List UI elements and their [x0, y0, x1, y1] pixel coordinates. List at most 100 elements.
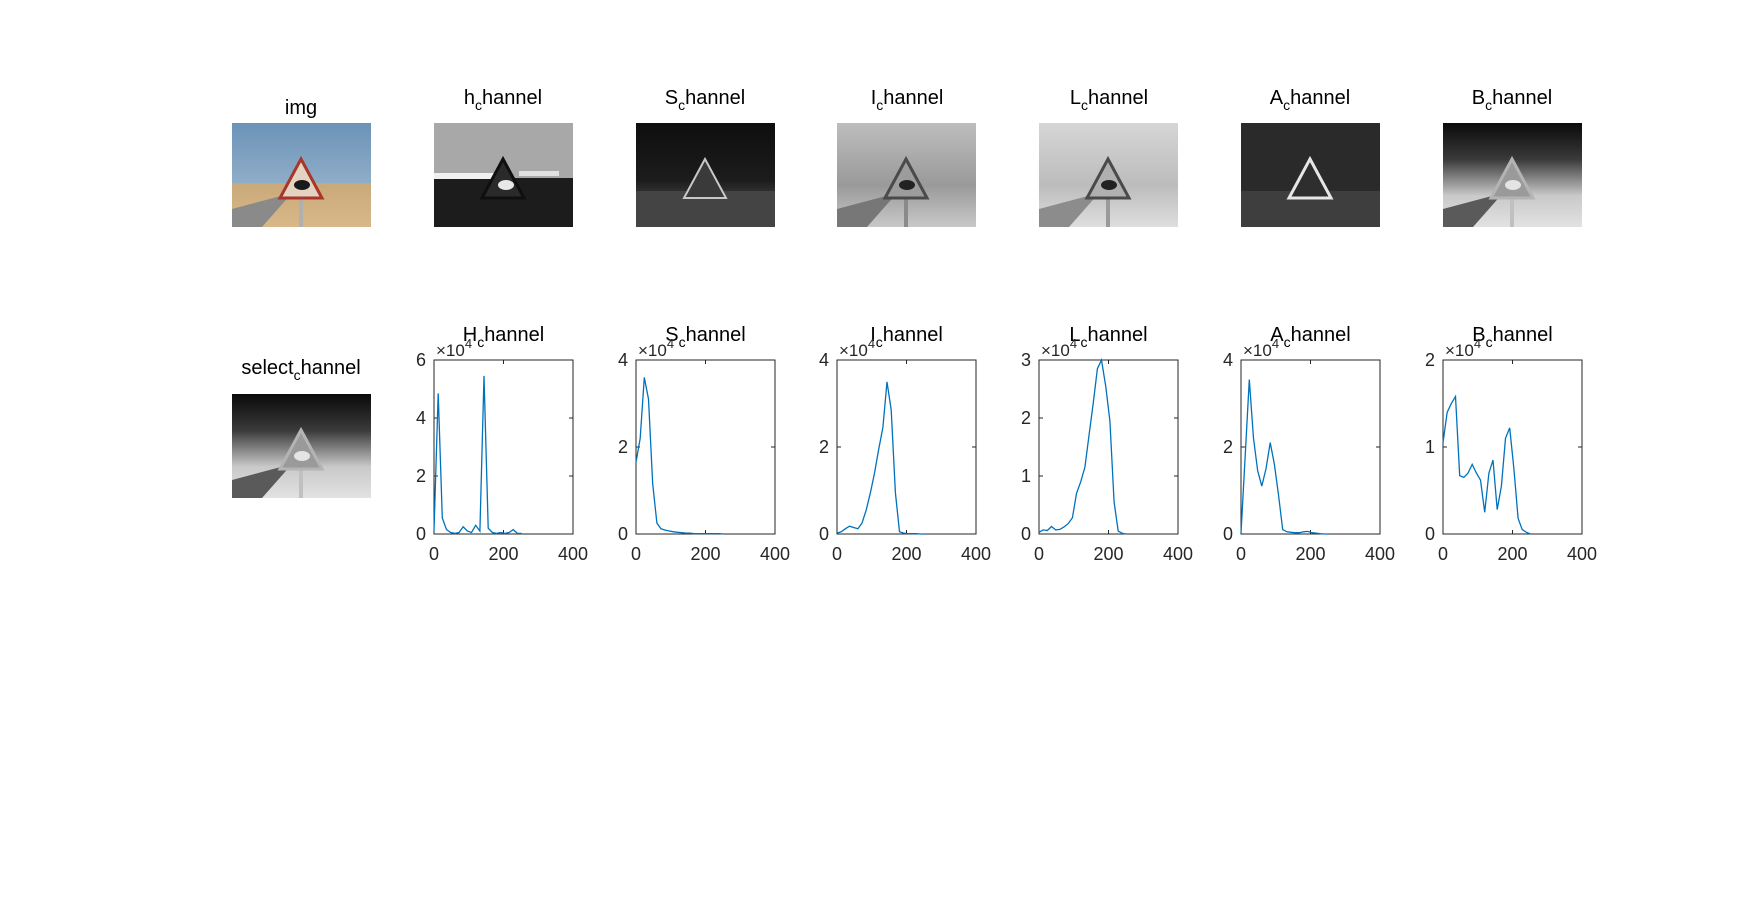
data-point: [1261, 486, 1262, 487]
multiplier-base: ×10: [1243, 341, 1272, 360]
data-point: [1455, 396, 1456, 397]
data-point: [1278, 494, 1279, 495]
data-point: [1038, 532, 1039, 533]
data-point: [1290, 532, 1291, 533]
data-point: [1076, 493, 1077, 494]
multiplier-exponent: 4: [667, 336, 674, 351]
chart-title: Schannel: [665, 324, 745, 350]
data-point: [1488, 473, 1489, 474]
y-axis-multiplier: ×104: [1445, 336, 1481, 360]
y-tick-label: 0: [819, 524, 829, 544]
x-tick-label: 200: [690, 544, 720, 564]
data-point: [1286, 531, 1287, 532]
image-panel-s-channel: Schannel: [636, 87, 775, 227]
y-tick-label: 6: [416, 350, 426, 370]
chart-title-base: A: [1270, 324, 1284, 346]
chart-title: Lchannel: [1069, 324, 1147, 350]
data-point: [1522, 529, 1523, 530]
data-point: [886, 381, 887, 382]
data-point: [475, 525, 476, 526]
data-point: [1501, 486, 1502, 487]
plot-area: [433, 359, 574, 535]
data-point: [694, 533, 695, 534]
data-point: [1526, 532, 1527, 533]
image-panel-i-channel: Ichannel: [837, 87, 976, 227]
chart-title-subscript: c: [876, 334, 883, 350]
histogram-b-channel: Bchannel 0 1 2 0 200 400 ×104: [1425, 324, 1597, 564]
image-panel-a-channel: Achannel: [1241, 87, 1380, 227]
data-point: [640, 438, 641, 439]
data-point: [1080, 481, 1081, 482]
data-point: [1265, 468, 1266, 469]
data-point: [433, 531, 434, 532]
image-panels: img hchannel Schannel: [232, 87, 1582, 498]
data-point: [669, 530, 670, 531]
data-point: [1530, 533, 1531, 534]
data-point: [1442, 442, 1443, 443]
chart-title-rest: hannel: [883, 324, 943, 346]
x-tick-label: 0: [832, 544, 842, 564]
histogram-line: [836, 381, 925, 535]
data-point: [458, 532, 459, 533]
multiplier-exponent: 4: [465, 336, 472, 351]
data-point: [1105, 386, 1106, 387]
data-point: [1097, 368, 1098, 369]
image-title-h-channel: hchannel: [464, 87, 542, 113]
data-point: [1303, 531, 1304, 532]
data-point: [853, 527, 854, 528]
data-point: [899, 531, 900, 532]
data-point: [1084, 467, 1085, 468]
data-point: [1047, 530, 1048, 531]
x-tick-label: 0: [631, 544, 641, 564]
x-tick-label: 0: [1236, 544, 1246, 564]
y-tick-label: 2: [819, 437, 829, 457]
y-tick-label: 0: [416, 524, 426, 544]
data-point: [841, 531, 842, 532]
histogram-line: [635, 377, 724, 535]
chart-title: Ichannel: [870, 324, 943, 350]
data-point: [656, 523, 657, 524]
y-tick-label: 2: [416, 466, 426, 486]
intensity-channel-image-icon: [837, 123, 976, 227]
data-point: [438, 393, 439, 394]
plot-area: [1240, 359, 1381, 535]
data-point: [1463, 477, 1464, 478]
data-point: [920, 533, 921, 534]
data-point: [1307, 531, 1308, 532]
image-title-a-channel: Achannel: [1270, 87, 1350, 113]
data-point: [836, 533, 837, 534]
chart-title-subscript: c: [1081, 334, 1088, 350]
data-point: [1517, 518, 1518, 519]
data-point: [1253, 438, 1254, 439]
data-point: [1109, 420, 1110, 421]
data-point: [1113, 502, 1114, 503]
data-point: [1497, 509, 1498, 510]
data-point: [924, 533, 925, 534]
y-axis-multiplier: ×104: [436, 336, 472, 360]
image-panel-h-channel: hchannel: [434, 87, 573, 227]
image-title-img: img: [285, 97, 317, 119]
y-tick-label: 0: [1021, 524, 1031, 544]
data-point: [857, 528, 858, 529]
data-point: [1118, 531, 1119, 532]
x-tick-label: 400: [1365, 544, 1395, 564]
x-tick-label: 0: [1034, 544, 1044, 564]
data-point: [903, 533, 904, 534]
image-panel-img: img: [232, 97, 371, 227]
y-tick-label: 1: [1425, 437, 1435, 457]
y-tick-label: 4: [819, 350, 829, 370]
data-point: [454, 533, 455, 534]
color-camel-road-sign-photo-icon: [232, 123, 371, 227]
chart-title-subscript: c: [477, 334, 484, 350]
data-point: [1063, 526, 1064, 527]
data-point: [690, 533, 691, 534]
chart-title-base: S: [665, 324, 678, 346]
data-point: [1059, 529, 1060, 530]
data-point: [660, 528, 661, 529]
chart-title-rest: hannel: [1088, 324, 1148, 346]
x-tick-label: 400: [1567, 544, 1597, 564]
data-point: [1513, 468, 1514, 469]
image-title-b-channel: Bchannel: [1472, 87, 1552, 113]
data-point: [870, 492, 871, 493]
data-point: [1328, 533, 1329, 534]
